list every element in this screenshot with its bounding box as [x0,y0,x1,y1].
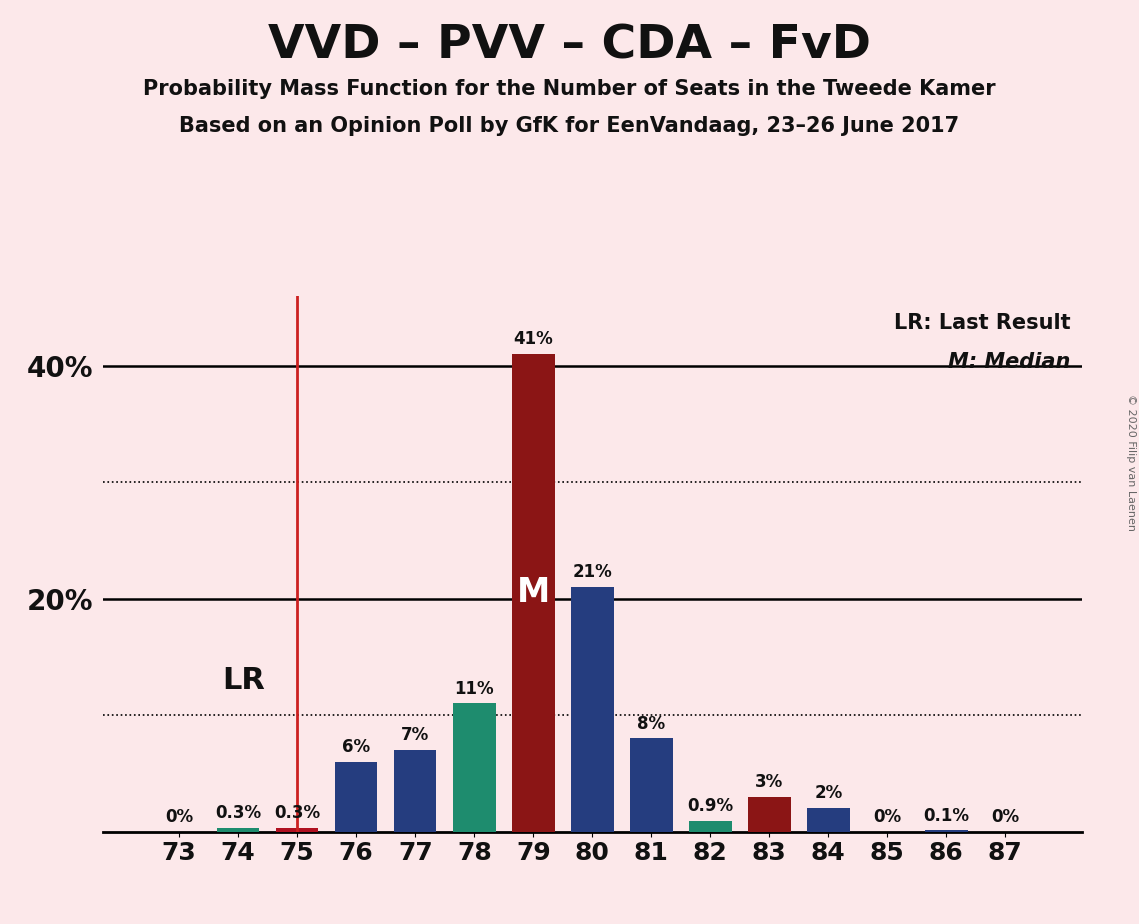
Bar [689,821,731,832]
Text: © 2020 Filip van Laenen: © 2020 Filip van Laenen [1126,394,1136,530]
Text: Based on an Opinion Poll by GfK for EenVandaag, 23–26 June 2017: Based on an Opinion Poll by GfK for EenV… [180,116,959,136]
Text: 7%: 7% [401,726,429,744]
Text: Probability Mass Function for the Number of Seats in the Tweede Kamer: Probability Mass Function for the Number… [144,79,995,99]
Text: 0.1%: 0.1% [924,807,969,824]
Bar [748,796,790,832]
Bar [394,750,436,832]
Text: LR: Last Result: LR: Last Result [894,313,1071,334]
Bar [925,831,967,832]
Bar [453,703,495,832]
Bar [513,354,555,832]
Bar [630,738,672,832]
Text: 11%: 11% [454,680,494,698]
Text: 21%: 21% [573,563,612,581]
Bar [808,808,850,832]
Text: 0.3%: 0.3% [215,804,261,822]
Text: 3%: 3% [755,772,784,791]
Text: 0.3%: 0.3% [274,804,320,822]
Text: 6%: 6% [342,738,370,756]
Text: 41%: 41% [514,330,554,348]
Text: 0%: 0% [165,808,194,826]
Text: M: Median: M: Median [948,352,1071,371]
Text: 0%: 0% [874,808,901,826]
Text: VVD – PVV – CDA – FvD: VVD – PVV – CDA – FvD [268,23,871,68]
Text: 0.9%: 0.9% [687,797,734,815]
Text: M: M [517,577,550,609]
Text: 2%: 2% [814,784,843,802]
Text: 8%: 8% [637,714,665,733]
Text: 0%: 0% [991,808,1019,826]
Bar [571,587,614,832]
Bar [276,828,319,832]
Text: LR: LR [223,665,265,695]
Bar [335,761,377,832]
Bar [218,828,260,832]
